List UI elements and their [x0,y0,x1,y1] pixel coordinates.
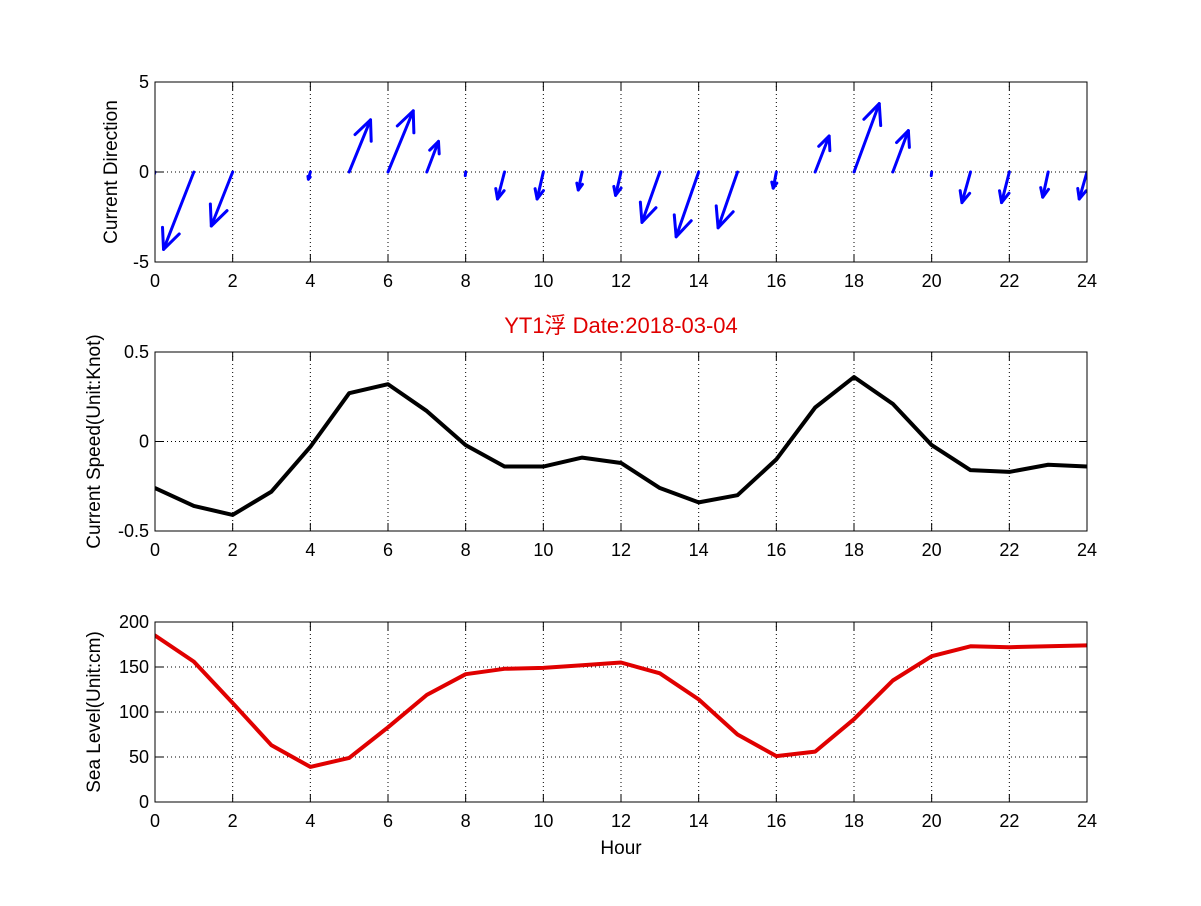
x-tick-label: 0 [150,811,160,831]
x-tick-label: 22 [999,811,1019,831]
x-tick-label: 12 [611,540,631,560]
x-tick-label: 14 [689,811,709,831]
x-tick-label: 10 [533,271,553,291]
x-tick-label: 22 [999,271,1019,291]
y-tick-label: -5 [133,252,149,272]
x-tick-label: 24 [1077,271,1097,291]
x-tick-label: 16 [766,811,786,831]
x-tick-label: 16 [766,271,786,291]
x-tick-label: 0 [150,271,160,291]
x-tick-label: 22 [999,540,1019,560]
x-tick-label: 10 [533,540,553,560]
y-tick-label: 0 [139,432,149,452]
y-tick-label: 0.5 [124,342,149,362]
x-tick-label: 10 [533,811,553,831]
y-tick-label: 0 [139,792,149,812]
y-tick-label: 5 [139,72,149,92]
arrow-head [129,218,146,240]
x-tick-label: 14 [689,271,709,291]
x-tick-label: 4 [305,540,315,560]
y-axis-label: Current Speed(Unit:Knot) [84,334,105,548]
x-tick-label: 6 [383,811,393,831]
x-tick-label: 18 [844,540,864,560]
x-tick-label: 2 [228,811,238,831]
arrow-shaft [131,172,155,240]
y-tick-label: 0 [139,162,149,182]
x-tick-label: 6 [383,271,393,291]
y-axis-label: Sea Level(Unit:cm) [84,631,105,793]
x-tick-label: 8 [461,540,471,560]
chart-title: YT1浮 Date:2018-03-04 [504,313,738,338]
direction-arrow [129,172,155,240]
x-tick-label: 16 [766,540,786,560]
y-tick-label: 50 [129,747,149,767]
x-tick-label: 12 [611,811,631,831]
x-tick-label: 20 [922,540,942,560]
x-tick-label: 24 [1077,811,1097,831]
arrow-head [308,176,310,179]
x-axis-label: Hour [600,838,642,859]
x-tick-label: 4 [305,811,315,831]
x-tick-label: 12 [611,271,631,291]
y-tick-label: -0.5 [118,521,149,541]
y-tick-label: 150 [119,657,149,677]
x-tick-label: 6 [383,540,393,560]
x-tick-label: 8 [461,271,471,291]
y-tick-label: 200 [119,612,149,632]
x-tick-label: 20 [922,811,942,831]
x-tick-label: 8 [461,811,471,831]
x-tick-label: 2 [228,271,238,291]
y-tick-label: 100 [119,702,149,722]
x-tick-label: 4 [305,271,315,291]
x-tick-label: 18 [844,271,864,291]
x-tick-label: 0 [150,540,160,560]
x-tick-label: 20 [922,271,942,291]
x-tick-label: 14 [689,540,709,560]
x-tick-label: 2 [228,540,238,560]
y-axis-label: Current Direction [101,100,122,244]
x-tick-label: 24 [1077,540,1097,560]
x-tick-label: 18 [844,811,864,831]
